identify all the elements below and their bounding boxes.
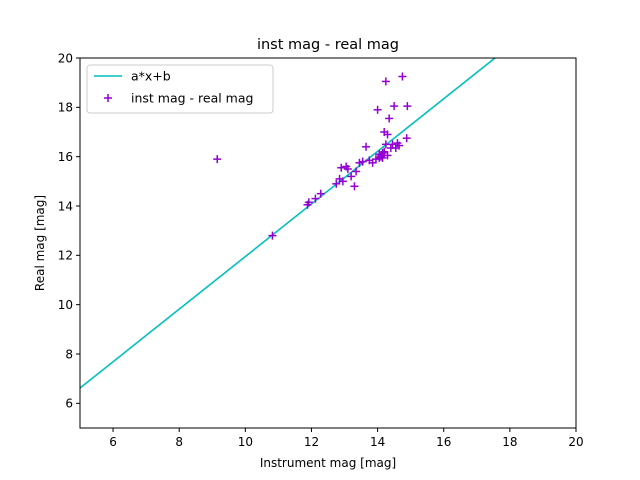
x-axis-label: Instrument mag [mag]: [260, 456, 396, 470]
data-point: [332, 179, 341, 188]
y-tick-label: 18: [58, 101, 73, 115]
data-point: [373, 105, 382, 114]
x-tick-label: 16: [436, 435, 451, 449]
x-tick-label: 18: [502, 435, 517, 449]
data-point: [311, 194, 320, 203]
x-tick-label: 8: [175, 435, 183, 449]
data-point: [390, 102, 399, 111]
data-point: [268, 231, 277, 240]
chart-title: inst mag - real mag: [257, 37, 399, 53]
y-tick-label: 8: [65, 347, 73, 361]
x-axis: 6 8 10 12 14 16 18 20: [109, 428, 584, 449]
x-tick-label: 6: [109, 435, 117, 449]
data-point: [378, 148, 387, 157]
legend-marker-swatch: [104, 94, 112, 102]
x-tick-label: 20: [568, 435, 583, 449]
data-point: [316, 189, 325, 198]
data-point: [352, 167, 361, 176]
data-point: [343, 165, 352, 173]
legend-label-fit: a*x+b: [131, 69, 171, 84]
data-point: [402, 134, 411, 143]
data-point: [398, 72, 407, 81]
y-axis-label: Real mag [mag]: [33, 195, 47, 291]
y-tick-label: 12: [58, 249, 73, 263]
data-point: [395, 141, 404, 150]
y-tick-label: 14: [58, 199, 73, 213]
data-point: [403, 102, 412, 111]
fit-line: [80, 58, 496, 389]
data-point: [383, 130, 392, 139]
data-point: [213, 155, 222, 164]
plot-area: [80, 58, 496, 389]
y-tick-label: 16: [58, 150, 73, 164]
data-point: [347, 172, 356, 181]
y-tick-label: 6: [65, 397, 73, 411]
legend-box: [86, 64, 274, 114]
legend-label-points: inst mag - real mag: [131, 91, 253, 106]
data-point: [362, 142, 371, 151]
y-tick-label: 20: [58, 51, 73, 65]
data-point: [337, 163, 346, 172]
x-tick-label: 12: [304, 435, 319, 449]
plot-frame: [79, 57, 577, 429]
x-tick-label: 10: [238, 435, 253, 449]
data-point: [350, 182, 359, 191]
data-point: [304, 198, 313, 207]
data-point: [358, 157, 367, 166]
data-point: [338, 177, 347, 186]
y-tick-label: 10: [58, 298, 73, 312]
legend-plus-marker: [104, 94, 112, 102]
data-point: [383, 151, 392, 160]
legend: a*x+b inst mag - real mag: [86, 64, 274, 114]
y-axis: 6 8 10 12 14 16 18 20: [58, 51, 80, 411]
data-point: [381, 77, 390, 86]
x-tick-label: 14: [370, 435, 385, 449]
data-point: [385, 114, 394, 123]
